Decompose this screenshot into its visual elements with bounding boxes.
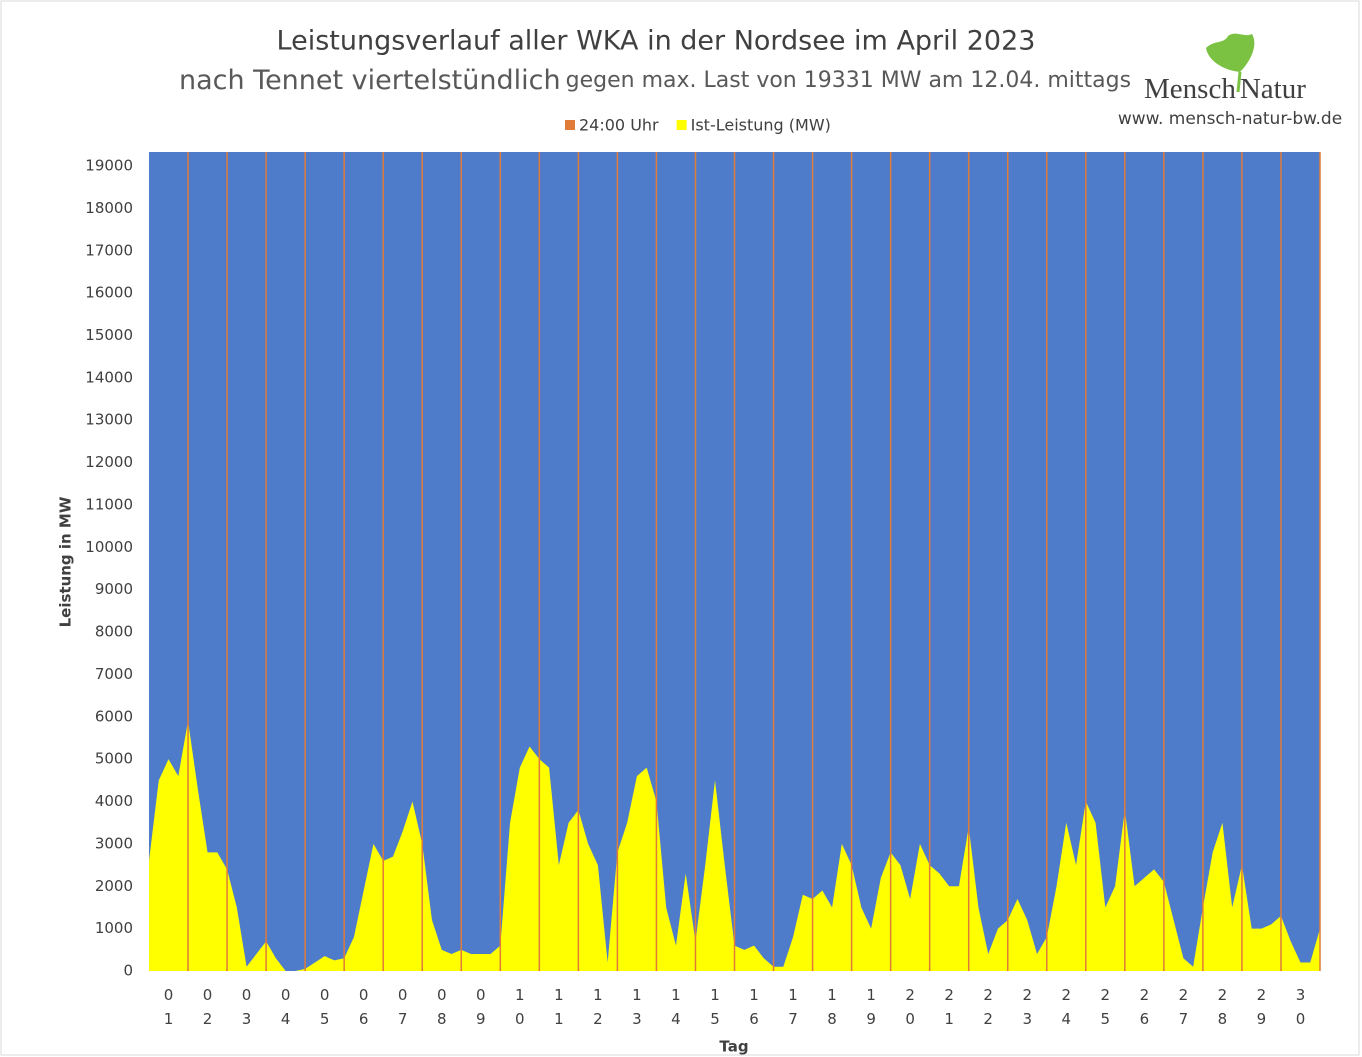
y-tick-label: 4000 [95,792,133,810]
y-tick-label: 8000 [95,623,133,641]
logo: Mensch Natur www. mensch-natur-bw.de [1118,33,1342,129]
logo-word: Natur [1240,73,1306,105]
y-tick-label: 19000 [85,157,133,175]
y-tick-label: 10000 [85,538,133,556]
x-tick-label: 08 [433,986,451,1034]
y-tick-label: 14000 [85,368,133,386]
day-boundary [421,152,423,971]
x-tick-label: 16 [745,986,763,1034]
y-tick-label: 18000 [85,199,133,217]
x-tick-label: 23 [1018,986,1036,1034]
legend-label: 24:00 Uhr [579,116,659,135]
x-tick-label: 29 [1252,986,1270,1034]
day-boundary [772,152,775,971]
website: www. mensch-natur-bw.de [1118,109,1342,129]
x-tick-label: 30 [1291,986,1309,1034]
x-tick-label: 20 [901,986,919,1034]
y-tick-label: 3000 [95,834,133,852]
y-tick-label: 17000 [85,241,133,259]
y-tick-label: 1000 [95,919,133,937]
day-boundary [1006,152,1009,971]
x-tick-label: 06 [355,986,373,1034]
chart-title: Leistungsverlauf aller WKA in der Nordse… [277,26,1036,57]
y-tick-label: 5000 [95,750,133,768]
y-tick-label: 13000 [85,411,133,429]
logo-stem [1236,71,1242,93]
day-boundary [1319,152,1321,971]
x-tick-label: 26 [1135,986,1153,1034]
chart-subtitle-line: nach Tennet viertelstündlich gegen max. … [179,65,1131,96]
day-boundary [1241,152,1243,971]
legend: 24:00 Uhr Ist-Leistung (MW) [565,116,831,135]
logo-text: Mensch Natur [1144,73,1306,105]
y-tick-label: 0 [123,962,133,980]
day-boundary [304,152,306,971]
day-boundary [1280,152,1282,971]
x-tick-label: 25 [1096,986,1114,1034]
x-tick-label: 21 [940,986,958,1034]
day-boundary [265,152,267,971]
day-boundary [928,152,931,971]
day-boundary [967,152,970,971]
y-tick-label: 7000 [95,665,133,683]
day-boundary [187,152,189,971]
x-tick-label: 14 [667,986,685,1034]
x-tick-label: 13 [628,986,646,1034]
y-tick-label: 12000 [85,453,133,471]
day-boundary [694,152,697,971]
x-tick-label: 28 [1213,986,1231,1034]
day-boundary [1046,152,1048,971]
x-tick-label: 04 [277,986,295,1034]
x-tick-label: 05 [316,986,334,1034]
x-tick-label: 03 [238,986,256,1034]
x-tick-label: 22 [979,986,997,1034]
chart-subtitle-note: gegen max. Last von 19331 MW am 12.04. m… [566,68,1131,93]
x-tick-label: 17 [784,986,802,1034]
x-tick-label: 01 [160,986,178,1034]
day-boundary [226,152,228,971]
x-tick-label: 15 [706,986,724,1034]
x-tick-label: 11 [550,986,568,1034]
x-axis-label: Tag [719,1038,748,1056]
y-tick-label: 2000 [95,877,133,895]
y-tick-label: 15000 [85,326,133,344]
day-boundary [811,152,814,971]
x-tick-label: 02 [199,986,217,1034]
legend-label: Ist-Leistung (MW) [691,116,831,135]
day-boundary [343,152,345,971]
day-boundary [577,152,580,971]
legend-swatch [565,120,575,130]
y-axis-label: Leistung in MW [57,496,75,627]
x-tick-label: 07 [394,986,412,1034]
day-boundary [499,152,502,971]
y-tick-label: 16000 [85,284,133,302]
day-boundary [1163,152,1165,971]
day-boundary [889,152,892,971]
day-boundary [382,152,384,971]
y-tick-label: 6000 [95,707,133,725]
logo-word: Mensch [1144,73,1236,105]
logo-leaf [1206,33,1255,72]
chart-subtitle: nach Tennet viertelstündlich [179,65,561,96]
day-boundary [616,152,619,971]
day-boundary [1085,152,1087,971]
x-tick-label: 24 [1057,986,1075,1034]
day-boundary [733,152,736,971]
x-tick-label: 10 [511,986,529,1034]
x-tick-label: 27 [1174,986,1192,1034]
day-boundary [655,152,658,971]
x-tick-label: 19 [862,986,880,1034]
x-tick-label: 18 [823,986,841,1034]
day-boundary [538,152,541,971]
day-boundary [1202,152,1204,971]
y-tick-label: 11000 [85,495,133,513]
y-tick-label: 9000 [95,580,133,598]
day-boundary [460,152,463,971]
day-boundary [850,152,853,971]
day-boundary [1124,152,1126,971]
legend-swatch [676,120,687,130]
x-tick-label: 09 [472,986,490,1034]
x-tick-label: 12 [589,986,607,1034]
